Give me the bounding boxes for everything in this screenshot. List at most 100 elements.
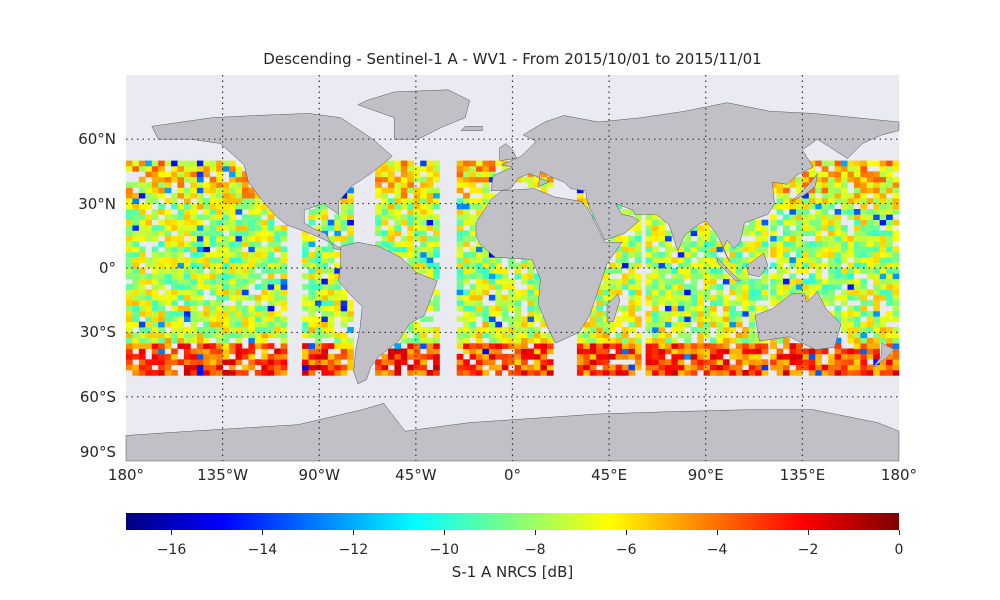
nrcs-cell (394, 219, 402, 226)
nrcs-cell (420, 209, 427, 215)
nrcs-cell (203, 305, 210, 312)
nrcs-cell (190, 327, 198, 333)
nrcs-cell (729, 316, 737, 322)
nrcs-cell (841, 268, 848, 274)
nrcs-cell (860, 305, 868, 312)
nrcs-cell (716, 316, 724, 322)
nrcs-cell (420, 182, 427, 188)
nrcs-cell (658, 343, 666, 349)
nrcs-cell (327, 364, 335, 371)
nrcs-cell (321, 332, 329, 339)
nrcs-cell (334, 214, 341, 220)
nrcs-cell (879, 273, 887, 280)
nrcs-cell (267, 353, 275, 360)
nrcs-cell (645, 337, 653, 344)
nrcs-cell (158, 327, 165, 333)
nrcs-cell (697, 246, 704, 253)
nrcs-cell (248, 268, 256, 274)
nrcs-cell (808, 192, 816, 199)
nrcs-cell (196, 203, 204, 210)
nrcs-cell (158, 321, 165, 328)
nrcs-cell (697, 294, 704, 301)
nrcs-cell (722, 305, 730, 312)
nrcs-cell (138, 327, 146, 333)
nrcs-cell (407, 364, 414, 371)
nrcs-cell (828, 160, 835, 167)
nrcs-cell (302, 370, 309, 376)
nrcs-cell (690, 246, 698, 253)
nrcs-cell (196, 176, 204, 183)
nrcs-cell (847, 321, 855, 328)
nrcs-cell (209, 273, 217, 280)
nrcs-cell (482, 273, 490, 280)
nrcs-cell (860, 198, 868, 204)
nrcs-cell (321, 246, 329, 253)
nrcs-cell (521, 289, 528, 296)
nrcs-cell (652, 294, 659, 301)
nrcs-cell (426, 219, 434, 226)
nrcs-cell (735, 294, 743, 301)
nrcs-cell (821, 192, 829, 199)
nrcs-cell (735, 364, 743, 371)
nrcs-cell (521, 332, 528, 339)
colorbar-tick-label: −16 (156, 542, 187, 558)
nrcs-cell (501, 327, 509, 333)
nrcs-cell (671, 310, 679, 317)
nrcs-cell (203, 300, 210, 306)
nrcs-cell (315, 305, 322, 312)
nrcs-cell (501, 316, 509, 322)
nrcs-cell (216, 192, 223, 199)
nrcs-cell (235, 225, 243, 231)
nrcs-cell (853, 235, 861, 242)
nrcs-cell (488, 176, 496, 183)
nrcs-cell (132, 337, 140, 344)
nrcs-cell (886, 278, 893, 285)
nrcs-cell (684, 332, 691, 339)
nrcs-cell (216, 321, 223, 328)
nrcs-cell (853, 284, 861, 290)
nrcs-cell (596, 337, 603, 344)
nrcs-cell (469, 343, 477, 349)
nrcs-cell (145, 364, 152, 371)
nrcs-cell (222, 305, 230, 312)
nrcs-cell (426, 300, 434, 306)
nrcs-cell (280, 332, 288, 339)
nrcs-cell (602, 370, 610, 376)
nrcs-cell (645, 327, 653, 333)
nrcs-cell (690, 251, 698, 258)
nrcs-cell (476, 246, 483, 253)
nrcs-cell (190, 257, 198, 263)
nrcs-cell (488, 353, 496, 360)
nrcs-cell (254, 192, 262, 199)
nrcs-cell (420, 262, 427, 269)
nrcs-cell (795, 289, 803, 296)
nrcs-cell (203, 273, 210, 280)
nrcs-cell (158, 332, 165, 339)
nrcs-cell (381, 241, 389, 247)
nrcs-cell (514, 289, 522, 296)
nrcs-cell (420, 364, 427, 371)
nrcs-cell (469, 182, 477, 188)
nrcs-cell (622, 262, 629, 269)
nrcs-cell (375, 370, 382, 376)
nrcs-cell (456, 187, 464, 194)
nrcs-cell (628, 300, 636, 306)
nrcs-cell (821, 289, 829, 296)
nrcs-cell (501, 294, 509, 301)
latitude-label: 60°N (78, 130, 116, 149)
nrcs-cell (171, 192, 178, 199)
nrcs-cell (261, 364, 268, 371)
nrcs-cell (321, 251, 329, 258)
nrcs-cell (521, 327, 528, 333)
nrcs-cell (628, 294, 636, 301)
nrcs-cell (860, 289, 868, 296)
nrcs-cell (164, 300, 172, 306)
nrcs-cell (469, 289, 477, 296)
nrcs-cell (886, 337, 893, 344)
nrcs-cell (834, 310, 842, 317)
nrcs-cell (892, 160, 900, 167)
nrcs-cell (755, 235, 762, 242)
nrcs-cell (209, 268, 217, 274)
nrcs-cell (171, 262, 178, 269)
nrcs-cell (658, 289, 666, 296)
